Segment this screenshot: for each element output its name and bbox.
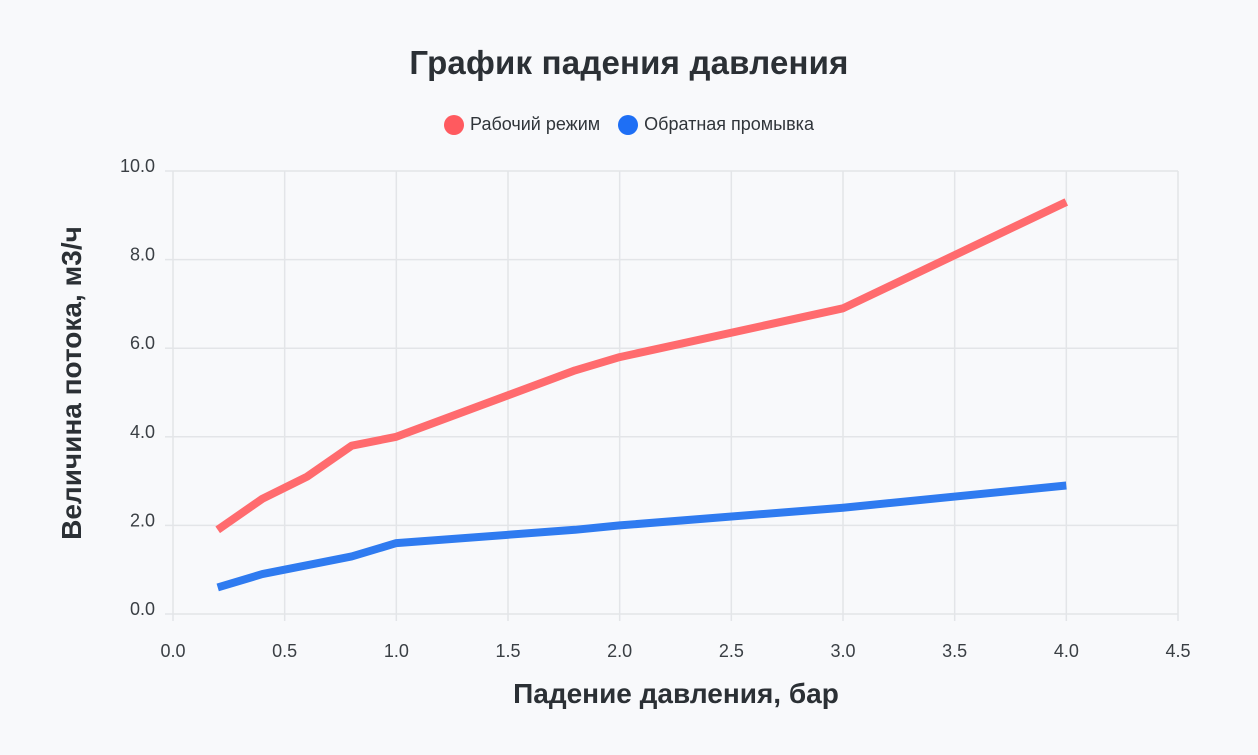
x-tick-label: 3.5 (942, 641, 967, 661)
x-tick-label: 2.5 (719, 641, 744, 661)
x-tick-label: 0.0 (160, 641, 185, 661)
series-line-operating-mode (215, 198, 1069, 534)
x-tick-label: 1.0 (384, 641, 409, 661)
series-line-backwash (216, 481, 1067, 592)
y-tick-label: 2.0 (130, 510, 155, 530)
x-tick-label: 4.5 (1165, 641, 1190, 661)
x-tick-label: 1.5 (495, 641, 520, 661)
chart-legend: Рабочий режим Обратная промывка (0, 114, 1258, 135)
legend-label-backwash: Обратная промывка (644, 114, 814, 134)
y-tick-label: 0.0 (130, 599, 155, 619)
chart-title: График падения давления (409, 44, 849, 81)
x-tick-label: 3.0 (830, 641, 855, 661)
x-tick-label: 0.5 (272, 641, 297, 661)
legend-swatch-backwash (618, 114, 639, 135)
legend-label-operating-mode: Рабочий режим (470, 114, 601, 134)
y-tick-label: 8.0 (130, 245, 155, 265)
x-axis-label: Падение давления, бар (513, 678, 839, 709)
legend-item-backwash[interactable]: Обратная промывка (618, 114, 814, 135)
x-tick-label: 2.0 (607, 641, 632, 661)
y-tick-label: 4.0 (130, 422, 155, 442)
legend-swatch-operating-mode (444, 114, 465, 135)
legend-item-operating-mode[interactable]: Рабочий режим (444, 114, 600, 135)
y-tick-label: 10.0 (120, 156, 155, 176)
x-tick-label: 4.0 (1054, 641, 1079, 661)
y-tick-label: 6.0 (130, 333, 155, 353)
